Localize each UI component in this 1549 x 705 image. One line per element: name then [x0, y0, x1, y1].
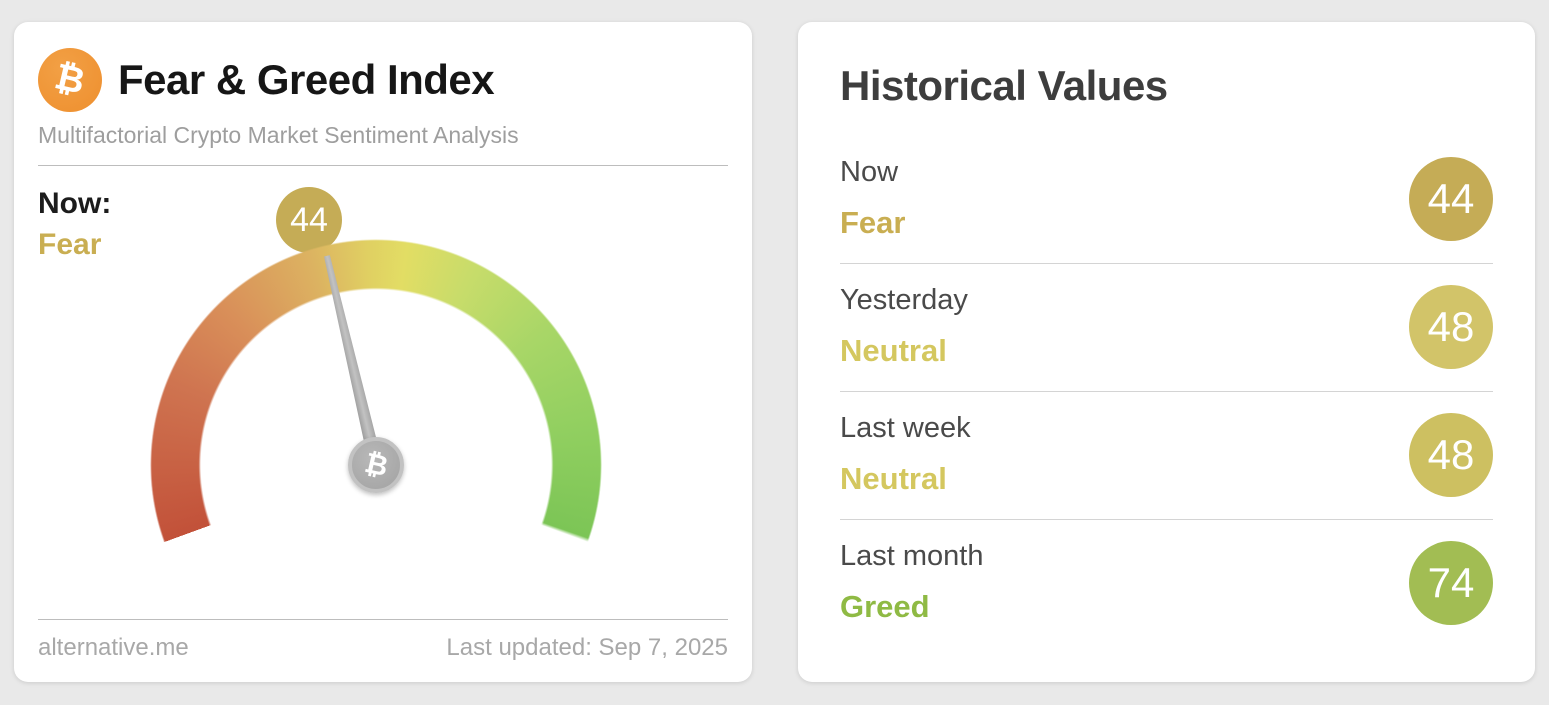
row-value-badge: 48: [1409, 284, 1493, 369]
card-header: ₿ Fear & Greed Index: [14, 22, 752, 112]
historical-rows: Now Fear 44 Yesterday Neutral 48 Last we…: [840, 136, 1493, 647]
card-title: Fear & Greed Index: [118, 56, 495, 103]
row-classification: Neutral: [840, 333, 947, 368]
gauge-hub-bitcoin-icon: ₿: [348, 437, 404, 493]
current-value-badge: 44: [276, 187, 342, 253]
historical-title: Historical Values: [840, 62, 1168, 109]
row-value-badge: 48: [1409, 412, 1493, 497]
bitcoin-symbol: ₿: [51, 56, 90, 103]
card-subtitle: Multifactorial Crypto Market Sentiment A…: [38, 122, 519, 148]
fear-greed-index-card: ₿ Fear & Greed Index Multifactorial Cryp…: [14, 22, 752, 691]
historical-values-card: Historical Values Now Fear 44 Yesterday …: [798, 22, 1535, 682]
current-reading: Now: Fear: [38, 184, 111, 265]
row-value-badge: 44: [1409, 156, 1493, 241]
row-classification: Neutral: [840, 461, 947, 496]
bitcoin-symbol: ₿: [361, 445, 391, 484]
last-updated-text: Last updated: Sep 7, 2025: [446, 634, 728, 661]
now-label: Now:: [38, 187, 112, 220]
row-period-label: Yesterday: [840, 284, 968, 316]
row-period-label: Last week: [840, 412, 971, 444]
row-classification: Greed: [840, 589, 930, 624]
table-row: Last week Neutral 48: [840, 392, 1493, 520]
table-row: Last month Greed 74: [840, 520, 1493, 647]
table-row: Now Fear 44: [840, 136, 1493, 264]
bitcoin-icon: ₿: [38, 48, 102, 112]
now-classification: Fear: [38, 227, 102, 261]
source-link[interactable]: alternative.me: [38, 634, 189, 661]
row-value-badge: 74: [1409, 540, 1493, 625]
header-divider: [38, 165, 728, 166]
card-footer: alternative.me Last updated: Sep 7, 2025: [38, 619, 728, 662]
row-period-label: Last month: [840, 540, 984, 572]
table-row: Yesterday Neutral 48: [840, 264, 1493, 392]
row-period-label: Now: [840, 156, 899, 188]
sentiment-gauge: ₿: [150, 239, 602, 691]
row-classification: Fear: [840, 205, 906, 240]
